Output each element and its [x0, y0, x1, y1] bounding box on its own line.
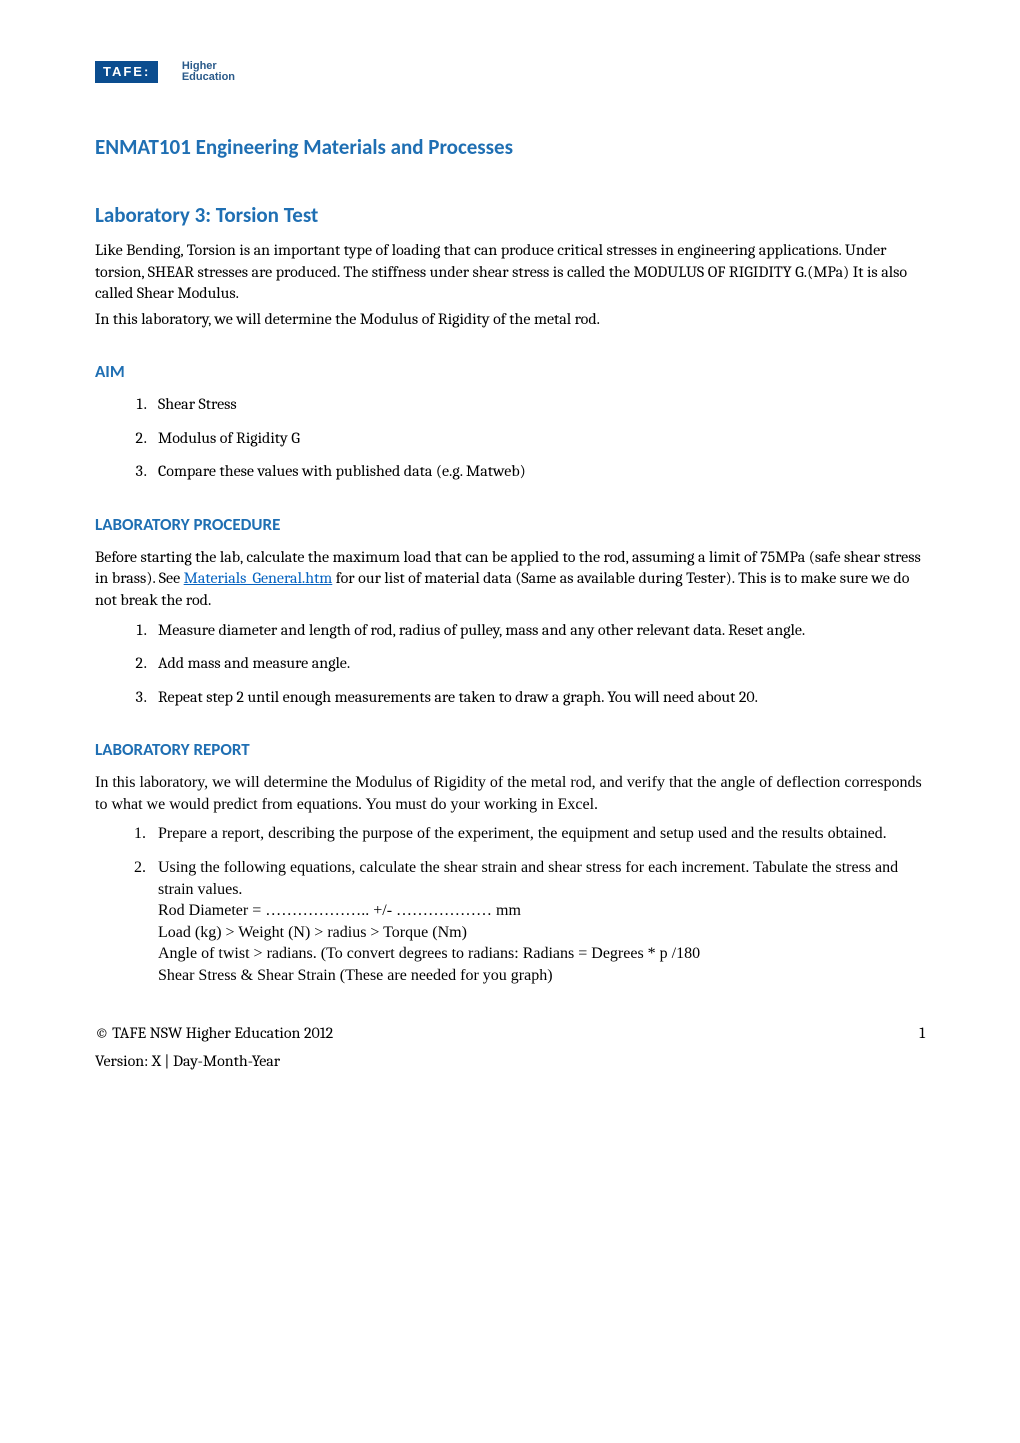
aim-heading: AIM [95, 360, 925, 384]
footer-copyright: © TAFE NSW Higher Education 2012 [95, 1022, 333, 1044]
list-item: Add mass and measure angle. [150, 653, 925, 675]
intro-paragraph-2: In this laboratory, we will determine th… [95, 309, 925, 331]
lab-title: Laboratory 3: Torsion Test [95, 201, 925, 230]
list-item: Repeat step 2 until enough measurements … [150, 687, 925, 709]
report-i2-line1: Using the following equations, calculate… [158, 857, 925, 900]
report-i2-line2: Rod Diameter = ……………….. +/- ……………… mm [158, 900, 925, 922]
intro-paragraph-1: Like Bending, Torsion is an important ty… [95, 240, 925, 305]
list-item: Compare these values with published data… [150, 461, 925, 483]
tafe-logo: TAFE: [95, 61, 158, 83]
aim-list: Shear Stress Modulus of Rigidity G Compa… [150, 394, 925, 483]
list-item: Modulus of Rigidity G [150, 428, 925, 450]
list-item: Measure diameter and length of rod, radi… [150, 620, 925, 642]
list-item: Shear Stress [150, 394, 925, 416]
procedure-intro: Before starting the lab, calculate the m… [95, 547, 925, 612]
course-title: ENMAT101 Engineering Materials and Proce… [95, 133, 925, 162]
footer-page-number: 1 [919, 1022, 925, 1044]
header-logo-area: TAFE: HigherEducation [95, 60, 925, 83]
report-i2-line3: Load (kg) > Weight (N) > radius > Torque… [158, 922, 925, 944]
higher-education-logo: HigherEducation [182, 61, 235, 83]
materials-general-link[interactable]: Materials_General.htm [184, 569, 333, 587]
page-footer: © TAFE NSW Higher Education 2012 1 Versi… [95, 1022, 925, 1073]
report-intro: In this laboratory, we will determine th… [95, 772, 925, 815]
procedure-list: Measure diameter and length of rod, radi… [150, 620, 925, 709]
report-heading: LABORATORY REPORT [95, 738, 925, 762]
procedure-heading: LABORATORY PROCEDURE [95, 513, 925, 537]
list-item: Prepare a report, describing the purpose… [150, 823, 925, 845]
footer-version: Version: X | Day-Month-Year [95, 1050, 925, 1072]
list-item: Using the following equations, calculate… [150, 857, 925, 987]
report-i2-line4: Angle of twist > radians. (To convert de… [158, 943, 925, 965]
report-i2-line5: Shear Stress & Shear Strain (These are n… [158, 965, 925, 987]
report-list: Prepare a report, describing the purpose… [150, 823, 925, 986]
